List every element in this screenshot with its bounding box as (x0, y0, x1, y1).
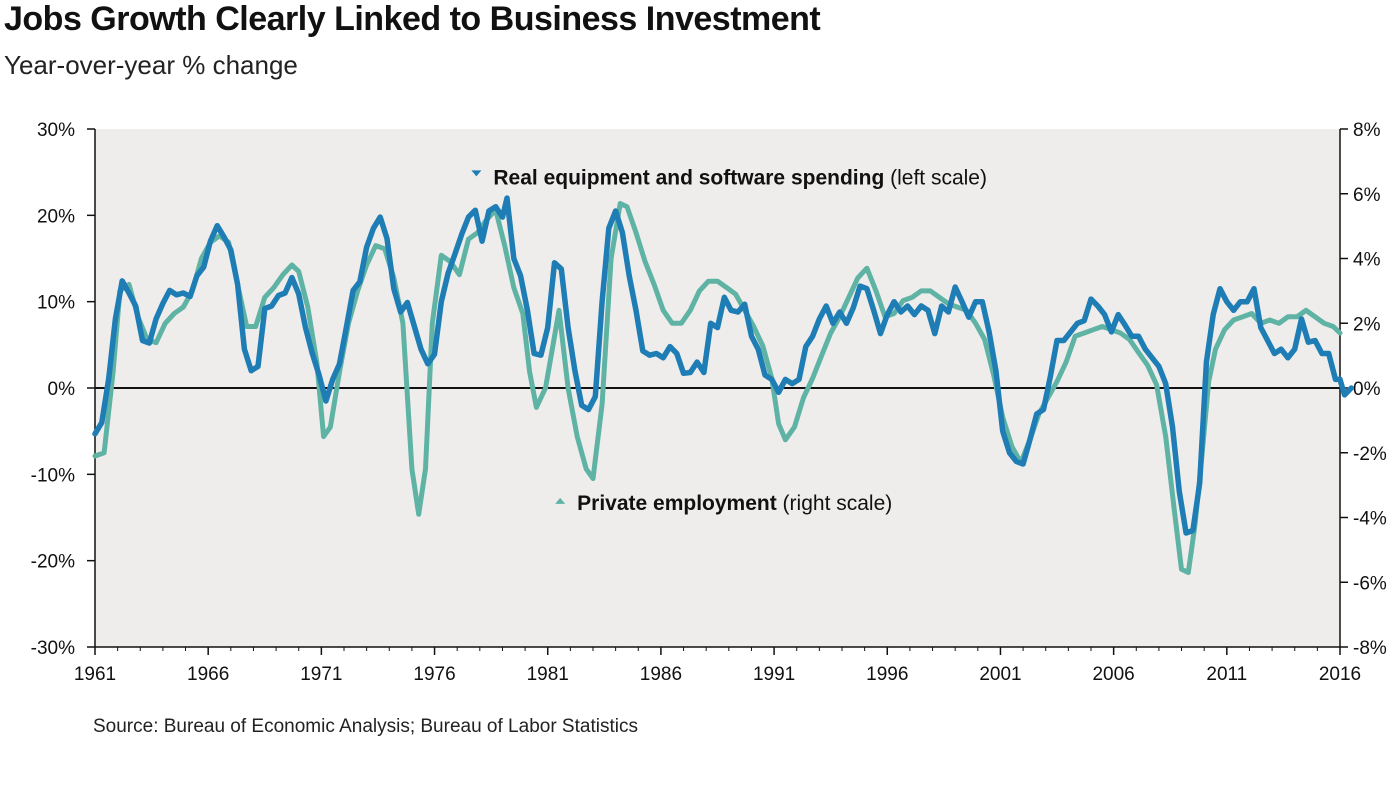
x-tick-label: 1981 (527, 664, 569, 685)
axes-group: 30% 20% 10% 0% -10% -20% -30% 8% 6% 4% 2% 0% -2% -4% -… (31, 120, 1387, 685)
x-tick-label: 2016 (1319, 664, 1361, 685)
x-tick-label: 2006 (1092, 664, 1134, 685)
x-tick-label: 1971 (300, 664, 342, 685)
x-tick-label: 1961 (74, 664, 116, 685)
right-tick-label: 8% (1353, 120, 1381, 141)
right-tick-label: 0% (1353, 379, 1381, 400)
left-tick-label: 0% (48, 379, 76, 400)
right-tick-label: -8% (1353, 638, 1387, 659)
annotation-equipment-spending: Real equipment and software spending (le… (493, 166, 987, 189)
series-name: Real equipment and software spending (493, 166, 884, 189)
right-tick-label: -2% (1353, 444, 1387, 465)
private-employment-line (92, 201, 1343, 575)
equipment-spending-line (92, 195, 1355, 536)
left-tick-label: -30% (31, 638, 75, 659)
x-tick-label: 1996 (866, 664, 908, 685)
right-tick-label: 4% (1353, 250, 1381, 271)
left-tick-label: 10% (37, 293, 75, 314)
source-note: Source: Bureau of Economic Analysis; Bur… (93, 716, 638, 737)
series-scale-note: (left scale) (884, 166, 987, 189)
chart-title: Jobs Growth Clearly Linked to Business I… (4, 0, 821, 38)
left-tick-label: 30% (37, 120, 75, 141)
chart-subtitle: Year-over-year % change (4, 50, 298, 80)
series-name: Private employment (577, 492, 777, 515)
x-tick-label: 1976 (413, 664, 455, 685)
left-tick-label: -20% (31, 552, 75, 573)
annotation-private-employment: Private employment (right scale) (577, 492, 892, 515)
x-tick-label: 2011 (1206, 664, 1247, 685)
x-tick-label: 1986 (640, 664, 682, 685)
annotation-marker-icon (555, 497, 566, 504)
left-tick-label: -10% (31, 465, 75, 486)
right-tick-label: 6% (1353, 185, 1381, 206)
x-tick-label: 1991 (753, 664, 795, 685)
right-tick-label: -4% (1353, 509, 1387, 530)
annotation-marker-icon (471, 170, 482, 177)
series-group (92, 195, 1355, 575)
right-tick-label: -6% (1353, 573, 1387, 594)
right-tick-label: 2% (1353, 314, 1381, 335)
series-scale-note: (right scale) (777, 492, 893, 515)
x-tick-label: 1966 (187, 664, 229, 685)
left-tick-label: 20% (37, 206, 75, 227)
annotations-group: Real equipment and software spending (le… (471, 166, 987, 515)
x-tick-label: 2001 (979, 664, 1021, 685)
